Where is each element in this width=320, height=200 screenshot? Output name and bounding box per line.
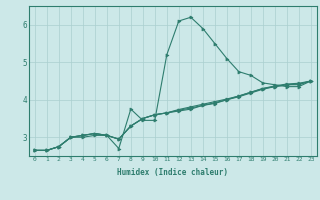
X-axis label: Humidex (Indice chaleur): Humidex (Indice chaleur) bbox=[117, 168, 228, 177]
